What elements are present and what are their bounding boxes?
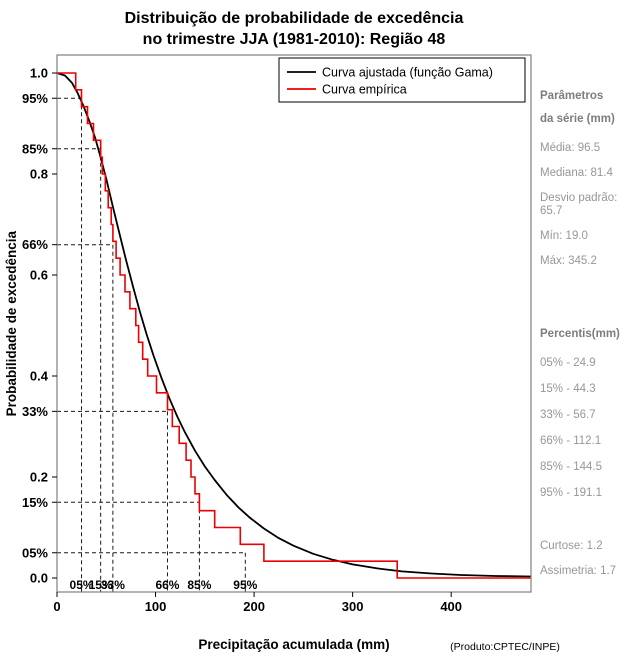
stat-mediana: Mediana: 81.4 (540, 167, 613, 179)
plot-box (56, 54, 532, 593)
chart-title-line1: Distribuição de probabilidade de excedên… (124, 10, 464, 27)
guide-bottom-label: 95% (233, 578, 257, 592)
y-tick-label: 85% (22, 141, 48, 156)
percentil-33: 33% - 56.7 (540, 409, 596, 421)
params-header-line2: da série (mm) (540, 113, 615, 125)
percentil-05: 05% - 24.9 (540, 357, 596, 369)
stat-curtose: Curtose: 1.2 (540, 540, 603, 552)
legend-label-empirical: Curva empírica (322, 83, 407, 97)
y-tick-label: 95% (22, 91, 48, 106)
x-tick-label: 300 (342, 599, 364, 614)
chart-title: Distribuição de probabilidade de excedên… (0, 8, 588, 50)
y-axis-title-wrap: Probabilidade de excedência (4, 0, 19, 648)
side-panel: Parâmetros da série (mm) Média: 96.5 Med… (540, 90, 632, 578)
legend: Curva ajustada (função Gama) Curva empír… (278, 57, 526, 103)
empirical-curve (57, 72, 531, 579)
guide-bottom-label: 05% (70, 578, 94, 592)
percentil-85: 85% - 144.5 (540, 461, 603, 473)
params-header-line1: Parâmetros (540, 90, 604, 102)
y-tick-label: 15% (22, 495, 48, 510)
y-tick-label: 33% (22, 404, 48, 419)
x-tick-label: 0 (53, 599, 60, 614)
x-tick-label: 100 (145, 599, 167, 614)
y-tick-label: 66% (22, 237, 48, 252)
legend-box (278, 57, 526, 103)
y-tick-label: 1.0 (30, 66, 48, 81)
percentil-66: 66% - 112.1 (540, 435, 602, 447)
percentil-95: 95% - 191.1 (540, 487, 603, 499)
legend-label-fitted: Curva ajustada (função Gama) (322, 66, 493, 80)
x-tick-label: 400 (440, 599, 462, 614)
stat-assimetria: Assimetria: 1.7 (540, 565, 617, 577)
guide-bottom-label: 33% (101, 578, 125, 592)
percentis-header: Percentis(mm) (540, 328, 620, 340)
x-tick-label: 200 (243, 599, 265, 614)
stat-media: Média: 96.5 (540, 142, 601, 154)
stat-desvio-padrao: Desvio padrão: 65.7 (540, 192, 618, 217)
product-note: (Produto:CPTEC/INPE) (450, 641, 560, 653)
y-tick-label: 0.0 (30, 571, 48, 586)
chart-title-line2: no trimestre JJA (1981-2010): Região 48 (142, 31, 446, 48)
guide-bottom-label: 85% (187, 578, 211, 592)
curves-group (56, 72, 532, 579)
y-axis-title: Probabilidade de excedência (4, 231, 19, 417)
percentile-guides-group: 05%15%33% 66% 85% 95% (57, 97, 258, 592)
y-tick-label: 0.4 (30, 369, 49, 384)
guide-bottom-label: 66% (155, 578, 179, 592)
x-axis-title: Precipitação acumulada (mm) (198, 637, 390, 652)
percentil-15: 15% - 44.3 (540, 383, 596, 395)
y-tick-label: 0.2 (30, 470, 48, 485)
y-tick-label: 05% (22, 545, 48, 560)
y-tick-label: 0.8 (30, 167, 48, 182)
axes-group: 0 100 200 300 400 1.0 0.8 0.6 0.4 0.2 0.0 95% 85% 66%… (22, 54, 532, 614)
stat-max: Máx: 345.2 (540, 255, 597, 267)
stat-min: Mín: 19.0 (540, 230, 588, 242)
y-tick-label: 0.6 (30, 268, 48, 283)
fitted-curve (56, 72, 532, 578)
guide-bottom-label: 15% (89, 578, 113, 592)
